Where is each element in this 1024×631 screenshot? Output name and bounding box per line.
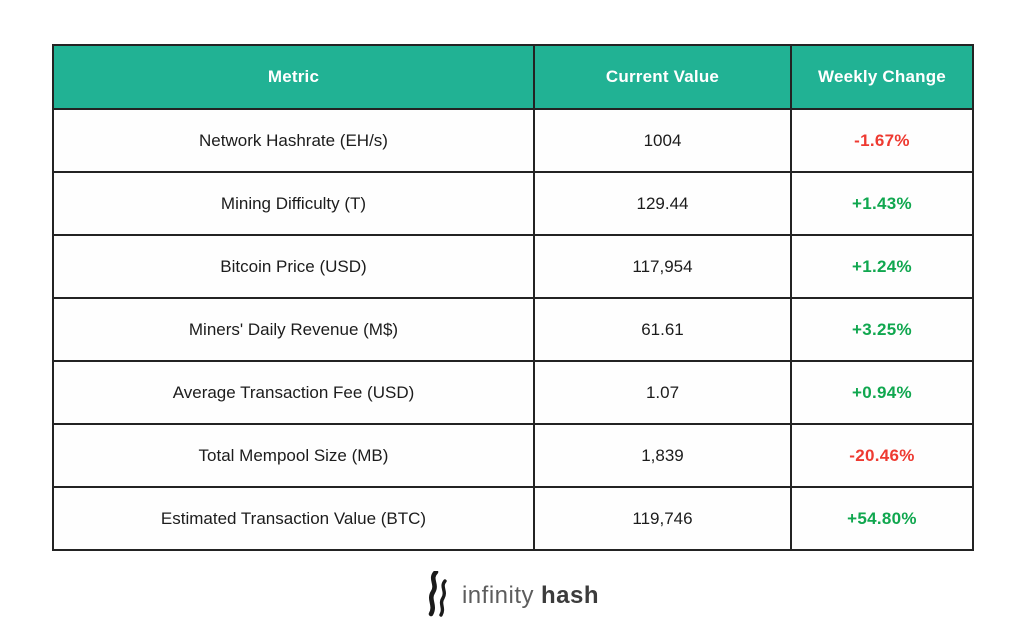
change-cell: +54.80% bbox=[790, 486, 974, 551]
metric-cell: Bitcoin Price (USD) bbox=[52, 234, 535, 299]
table-row: Miners' Daily Revenue (M$) 61.61 +3.25% bbox=[52, 297, 974, 362]
table-row: Mining Difficulty (T) 129.44 +1.43% bbox=[52, 171, 974, 236]
table-row: Bitcoin Price (USD) 117,954 +1.24% bbox=[52, 234, 974, 299]
change-cell: +1.43% bbox=[790, 171, 974, 236]
table-row: Estimated Transaction Value (BTC) 119,74… bbox=[52, 486, 974, 551]
table-header-row: Metric Current Value Weekly Change bbox=[52, 44, 974, 110]
change-cell: +0.94% bbox=[790, 360, 974, 425]
change-cell: +1.24% bbox=[790, 234, 974, 299]
change-cell: -20.46% bbox=[790, 423, 974, 488]
value-cell: 117,954 bbox=[533, 234, 792, 299]
metric-cell: Average Transaction Fee (USD) bbox=[52, 360, 535, 425]
logo-brand-second: hash bbox=[541, 582, 600, 609]
table-row: Network Hashrate (EH/s) 1004 -1.67% bbox=[52, 108, 974, 173]
column-header-current-value: Current Value bbox=[533, 44, 792, 110]
change-cell: -1.67% bbox=[790, 108, 974, 173]
logo-brand-first: infinity bbox=[461, 582, 534, 609]
metrics-table: Metric Current Value Weekly Change Netwo… bbox=[52, 44, 974, 551]
value-cell: 1.07 bbox=[533, 360, 792, 425]
value-cell: 1,839 bbox=[533, 423, 792, 488]
value-cell: 61.61 bbox=[533, 297, 792, 362]
value-cell: 1004 bbox=[533, 108, 792, 173]
table-row: Total Mempool Size (MB) 1,839 -20.46% bbox=[52, 423, 974, 488]
change-cell: +3.25% bbox=[790, 297, 974, 362]
infinity-hash-logo-icon bbox=[425, 569, 451, 622]
table-row: Average Transaction Fee (USD) 1.07 +0.94… bbox=[52, 360, 974, 425]
column-header-metric: Metric bbox=[52, 44, 535, 110]
metric-cell: Estimated Transaction Value (BTC) bbox=[52, 486, 535, 551]
value-cell: 119,746 bbox=[533, 486, 792, 551]
infinity-hash-logo: infinity hash bbox=[0, 569, 1024, 622]
metric-cell: Network Hashrate (EH/s) bbox=[52, 108, 535, 173]
column-header-weekly-change: Weekly Change bbox=[790, 44, 974, 110]
metric-cell: Total Mempool Size (MB) bbox=[52, 423, 535, 488]
value-cell: 129.44 bbox=[533, 171, 792, 236]
metric-cell: Miners' Daily Revenue (M$) bbox=[52, 297, 535, 362]
logo-wordmark: infinity hash bbox=[462, 582, 599, 610]
metric-cell: Mining Difficulty (T) bbox=[52, 171, 535, 236]
